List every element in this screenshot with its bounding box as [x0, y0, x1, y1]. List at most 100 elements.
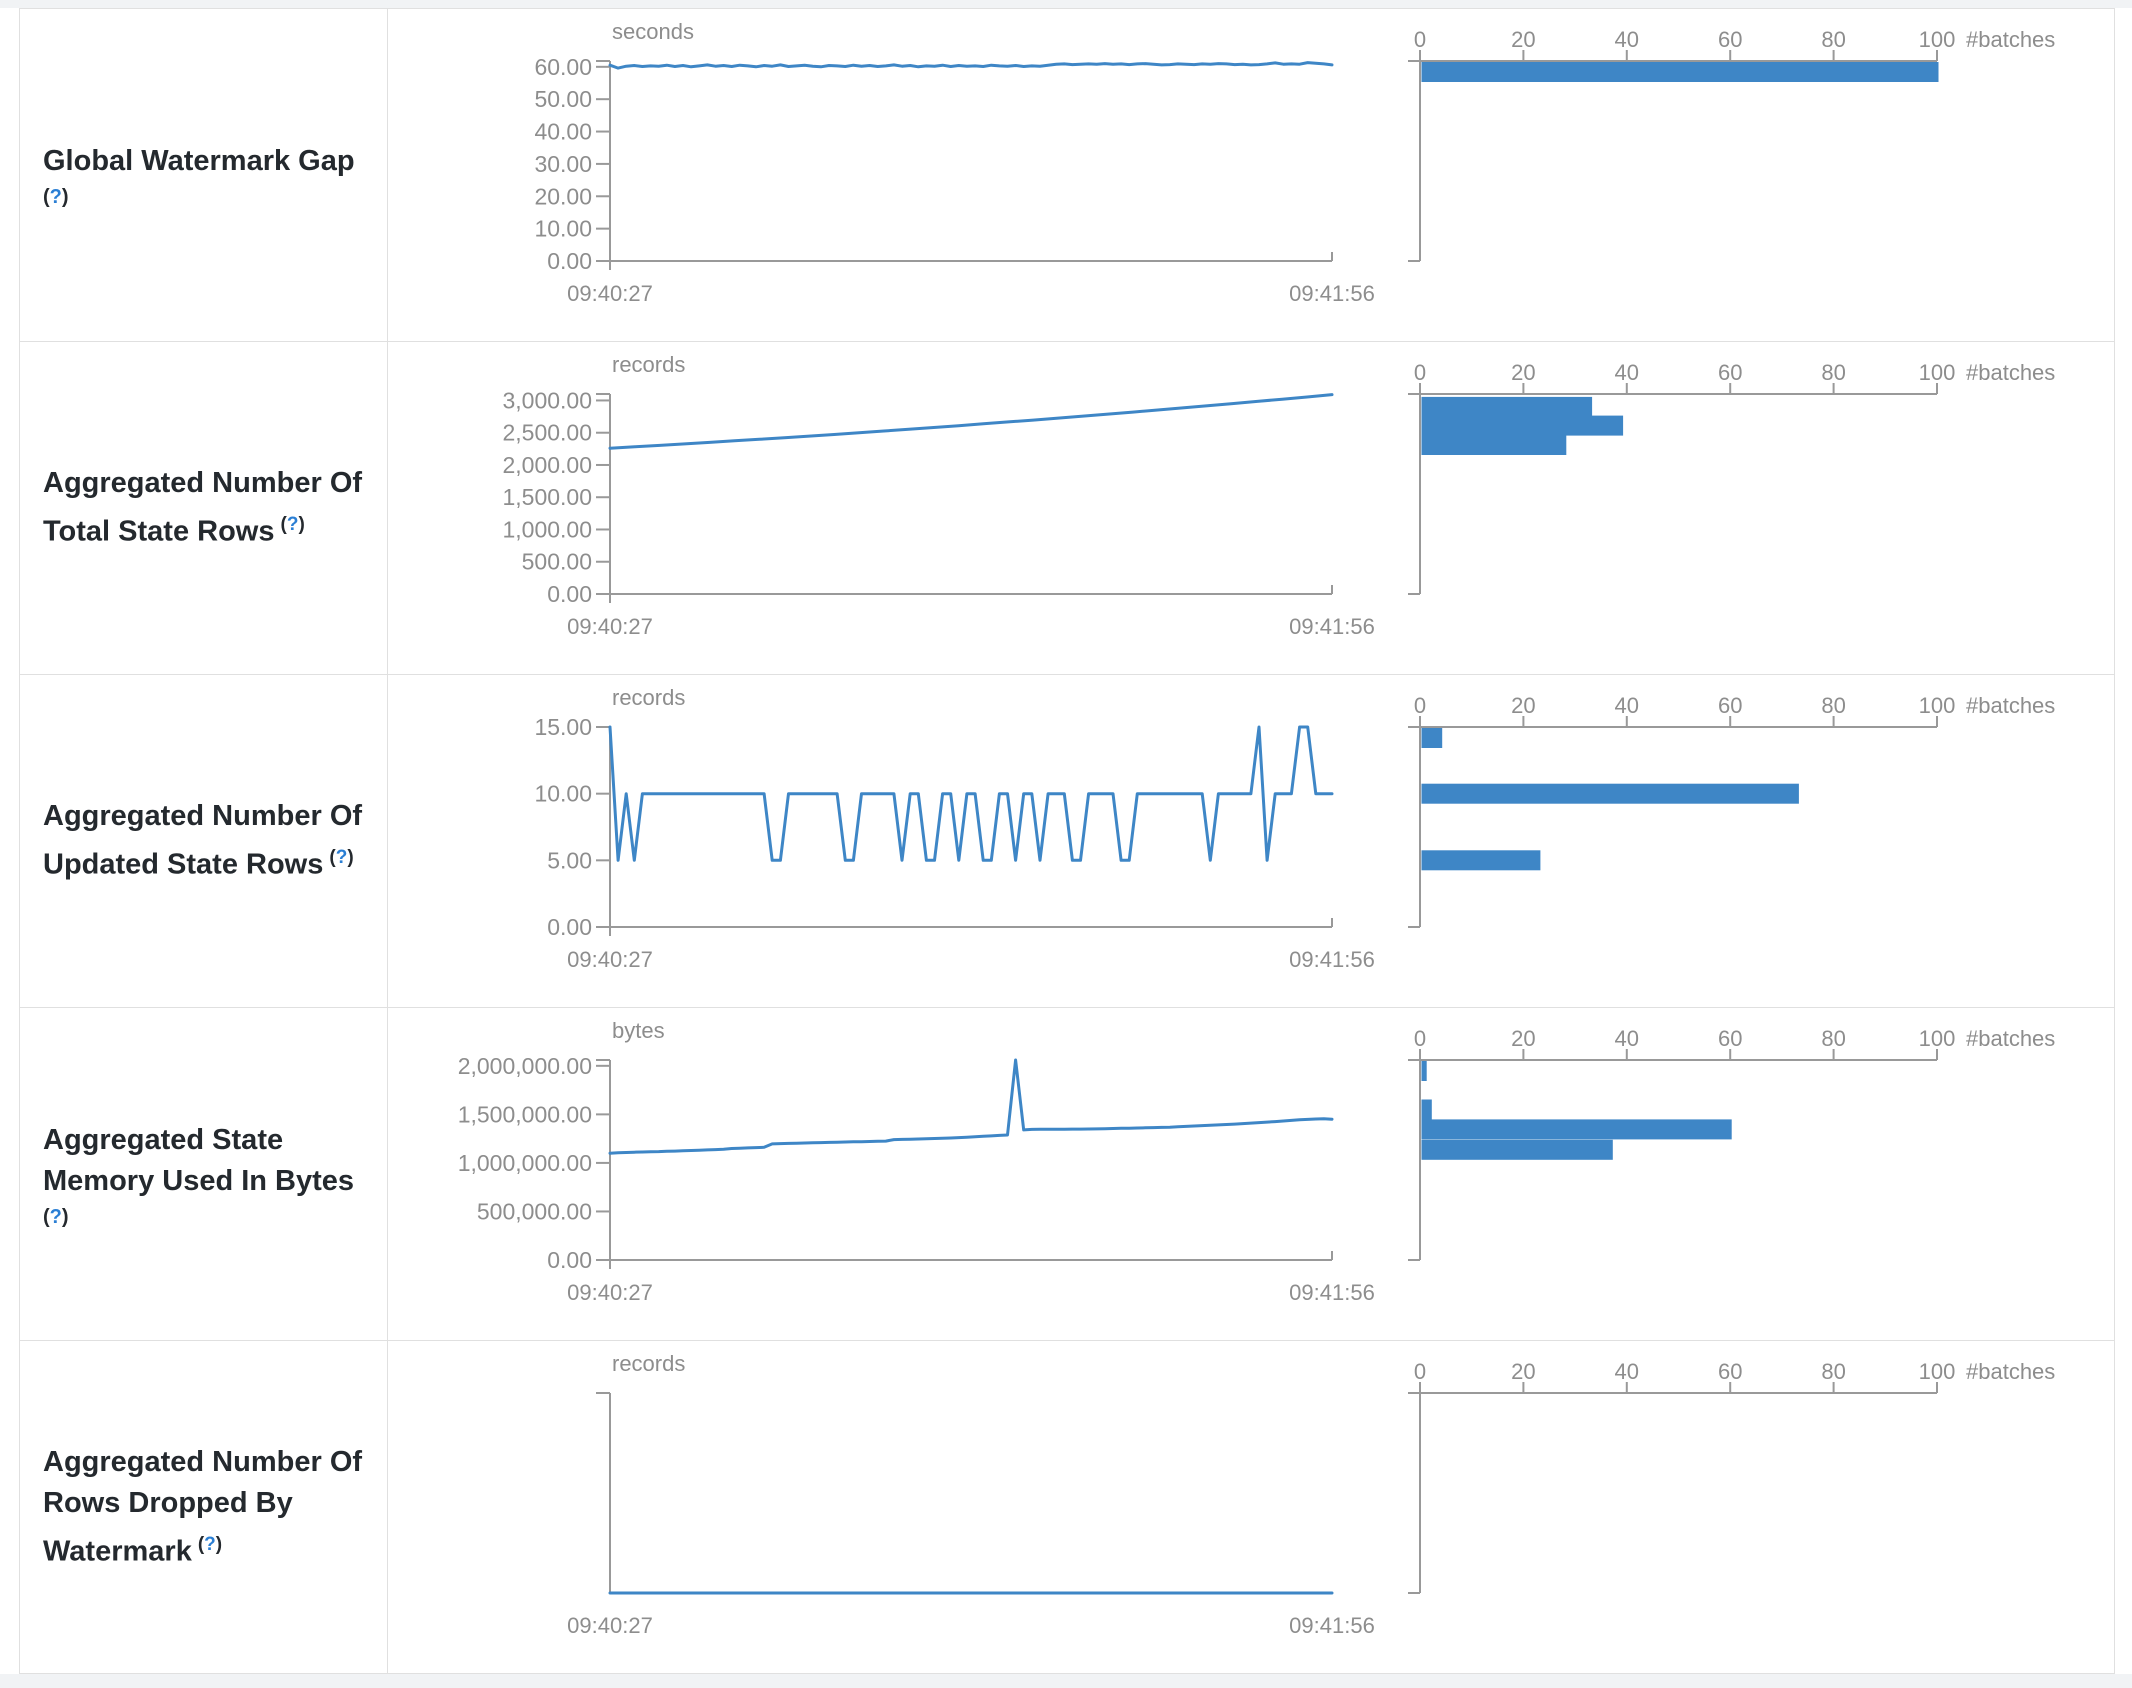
- hist-tick-label: 100: [1919, 1026, 1956, 1051]
- hist-tick-label: 0: [1414, 1026, 1426, 1051]
- question-mark-icon: ?: [335, 847, 348, 869]
- metric-title-line: Aggregated State: [43, 1123, 284, 1156]
- y-tick-label: 1,500.00: [502, 484, 592, 510]
- timeline-series-line: [608, 725, 1334, 862]
- hist-tick-label: 60: [1718, 27, 1742, 52]
- metric-chart-cell: bytes 2,000,000.00 1,500,000.00 1,000,000.0…: [388, 1008, 2114, 1340]
- metric-title-line: Total State Rows (?): [43, 514, 305, 548]
- x-axis-start-time: 09:40:27: [567, 614, 653, 639]
- y-tick-label: 5.00: [547, 847, 592, 873]
- help-tooltip-link[interactable]: (?): [197, 1533, 223, 1555]
- x-axis-start-time: 09:40:27: [567, 281, 653, 306]
- x-axis-start-time: 09:40:27: [567, 1613, 653, 1638]
- hist-tick-label: 80: [1821, 1359, 1845, 1384]
- hist-tick-label: 0: [1414, 360, 1426, 385]
- metric-title-line: Aggregated Number Of: [43, 1445, 363, 1478]
- y-tick-label: 10.00: [534, 216, 592, 242]
- metric-row: Global Watermark Gap (?) seconds 60.00 50.0…: [20, 9, 2114, 342]
- timeline-series-line: [608, 1058, 1334, 1155]
- hist-tick-label: 40: [1615, 27, 1639, 52]
- question-mark-icon: ?: [286, 514, 299, 536]
- y-tick-label: 500,000.00: [477, 1198, 592, 1224]
- y-tick-label: 2,000.00: [502, 452, 592, 478]
- x-axis-end-time: 09:41:56: [1289, 1280, 1375, 1305]
- histogram-bar: [1421, 415, 1624, 436]
- histogram-bar: [1421, 1099, 1432, 1120]
- y-axis-unit-label: records: [612, 1351, 685, 1376]
- x-axis-end-time: 09:41:56: [1289, 1613, 1375, 1638]
- hist-unit-label: #batches: [1966, 693, 2055, 718]
- metric-chart-cell: records 09:40:27 09:41:56 0 20 40 60 80 100 #batc…: [388, 1341, 2114, 1673]
- timeline-and-histogram: bytes 2,000,000.00 1,500,000.00 1,000,000.0…: [458, 1018, 2056, 1305]
- metric-chart-cell: seconds 60.00 50.00 40.00 30.00 20.00 10.00 0.0…: [388, 9, 2114, 341]
- histogram-bar: [1421, 850, 1541, 871]
- metric-title-line: Watermark (?): [43, 1533, 223, 1568]
- y-tick-label: 1,000.00: [502, 516, 592, 542]
- histogram-bar: [1421, 1061, 1427, 1081]
- help-tooltip-link[interactable]: (?): [329, 847, 354, 869]
- hist-tick-label: 60: [1718, 360, 1742, 385]
- timeline-and-histogram: records 3,000.00 2,500.00 2,000.00 1,500.00 1…: [502, 352, 2055, 639]
- x-axis-end-time: 09:41:56: [1289, 614, 1375, 639]
- timeline-and-histogram: seconds 60.00 50.00 40.00 30.00 20.00 10.00 0.0…: [534, 19, 2055, 306]
- y-tick-label: 3,000.00: [502, 387, 592, 413]
- hist-tick-label: 100: [1919, 27, 1956, 52]
- y-tick-label: 2,500.00: [502, 420, 592, 446]
- hist-tick-label: 40: [1615, 360, 1639, 385]
- histogram-bar: [1421, 728, 1443, 748]
- x-axis-start-time: 09:40:27: [567, 947, 653, 972]
- question-mark-icon: ?: [49, 1205, 62, 1228]
- timeline-and-histogram: records 15.00 10.00 5.00 0.00 09:40:27 09:41:5…: [534, 685, 2055, 972]
- streaming-metrics-table: Global Watermark Gap (?) seconds 60.00 50.0…: [19, 8, 2115, 1674]
- metric-label-cell: Aggregated Number Of Updated State Rows (?…: [20, 675, 388, 1007]
- y-tick-label: 0.00: [547, 248, 592, 274]
- x-axis-end-time: 09:41:56: [1289, 281, 1375, 306]
- y-tick-label: 1,500,000.00: [458, 1101, 592, 1127]
- metric-label-cell: Aggregated Number Of Rows Dropped By Water…: [20, 1341, 388, 1673]
- hist-tick-label: 60: [1718, 693, 1742, 718]
- hist-tick-label: 80: [1821, 693, 1845, 718]
- metric-title-line: Updated State Rows (?): [43, 847, 354, 881]
- x-axis-end-time: 09:41:56: [1289, 947, 1375, 972]
- metric-title-line: Aggregated Number Of: [43, 800, 363, 833]
- histogram-bar: [1421, 62, 1939, 82]
- y-tick-label: 0.00: [547, 1247, 592, 1273]
- hist-tick-label: 80: [1821, 27, 1845, 52]
- timeline-series-line: [608, 61, 1334, 70]
- hist-unit-label: #batches: [1966, 1359, 2055, 1384]
- hist-tick-label: 20: [1511, 360, 1535, 385]
- y-tick-label: 20.00: [534, 183, 592, 209]
- metric-label-cell: Global Watermark Gap (?): [20, 9, 388, 341]
- hist-tick-label: 100: [1919, 693, 1956, 718]
- hist-tick-label: 100: [1919, 1359, 1956, 1384]
- y-axis-unit-label: bytes: [612, 1018, 665, 1043]
- histogram-bar: [1421, 783, 1799, 804]
- hist-tick-label: 60: [1718, 1026, 1742, 1051]
- metric-title-line: Rows Dropped By: [43, 1486, 293, 1519]
- y-tick-label: 500.00: [522, 549, 592, 575]
- hist-tick-label: 20: [1511, 1026, 1535, 1051]
- question-mark-icon: ?: [204, 1533, 216, 1555]
- y-tick-label: 1,000,000.00: [458, 1150, 592, 1176]
- hist-unit-label: #batches: [1966, 360, 2055, 385]
- metric-title-line: Memory Used In Bytes: [43, 1164, 355, 1197]
- hist-tick-label: 20: [1511, 27, 1535, 52]
- question-mark-icon: ?: [49, 186, 62, 208]
- histogram-bar: [1421, 396, 1593, 417]
- histogram-bar: [1421, 1119, 1732, 1140]
- hist-tick-label: 0: [1414, 693, 1426, 718]
- y-tick-label: 10.00: [534, 781, 592, 807]
- metric-chart-cell: records 3,000.00 2,500.00 2,000.00 1,500.00 1…: [388, 342, 2114, 674]
- help-tooltip-link[interactable]: (?): [43, 186, 69, 208]
- timeline-series-line: [608, 393, 1334, 450]
- help-tooltip-link[interactable]: (?): [43, 1205, 69, 1228]
- metric-row: Aggregated Number Of Total State Rows (?) …: [20, 342, 2114, 675]
- metric-row: Aggregated Number Of Rows Dropped By Water…: [20, 1341, 2114, 1673]
- y-tick-label: 2,000,000.00: [458, 1053, 592, 1079]
- hist-tick-label: 20: [1511, 693, 1535, 718]
- help-tooltip-link[interactable]: (?): [280, 514, 305, 536]
- metric-label-cell: Aggregated Number Of Total State Rows (?): [20, 342, 388, 674]
- hist-tick-label: 60: [1718, 1359, 1742, 1384]
- y-tick-label: 30.00: [534, 151, 592, 177]
- hist-tick-label: 0: [1414, 1359, 1426, 1384]
